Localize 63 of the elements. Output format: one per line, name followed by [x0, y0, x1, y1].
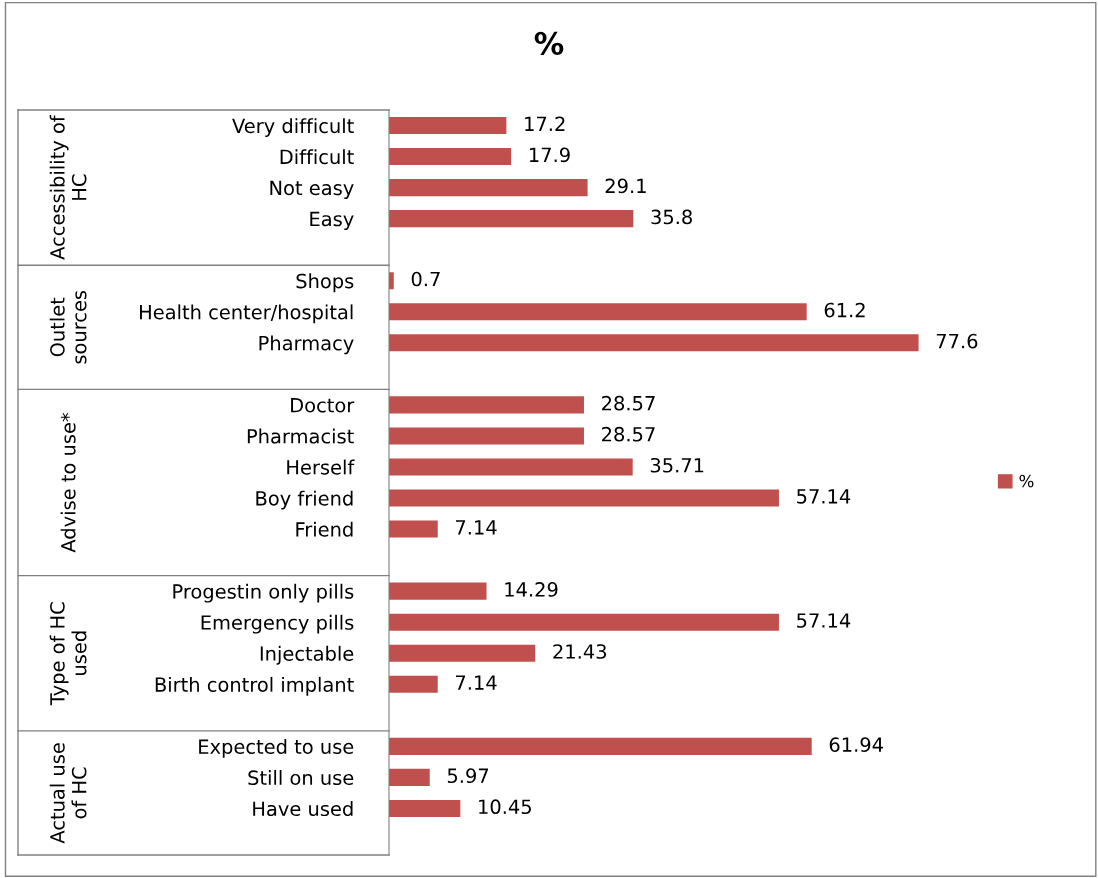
data-label: 28.57: [602, 395, 655, 411]
bar: [389, 768, 430, 786]
data-label: 5.97: [447, 768, 489, 784]
bar: [389, 179, 588, 197]
chart-title: %: [534, 31, 564, 55]
data-label: 14.29: [505, 582, 558, 597]
data-label: 77.6: [936, 333, 978, 349]
y-tick-label: Not easy: [270, 180, 354, 200]
y-tick-label: Herself: [287, 459, 355, 475]
y-tick-label: Health center/hospital: [140, 304, 353, 324]
data-label: 17.2: [525, 116, 565, 131]
y-tick-label: Doctor: [291, 398, 355, 413]
y-tick-label: Birth control implant: [155, 676, 354, 696]
data-label: 10.45: [479, 799, 531, 815]
y-tick-label: Friend: [296, 521, 353, 537]
y-tick-label: Still on use: [248, 770, 354, 786]
text: Advise to use*: [60, 412, 76, 553]
bar: [389, 427, 584, 445]
bar: [389, 520, 438, 538]
data-label: 35.71: [650, 457, 704, 473]
bar: [389, 116, 507, 135]
y-tick-label: Expected to use: [199, 738, 354, 758]
data-label: 7.14: [455, 675, 497, 690]
bar: [389, 675, 438, 693]
y-tick-label: Emergency pills: [201, 614, 354, 634]
text: Type of HC used: [49, 602, 87, 706]
data-label: 61.2: [824, 302, 865, 318]
bar: [389, 396, 584, 414]
data-label: 28.57: [602, 426, 655, 442]
y-tick-label: Pharmacy: [259, 335, 354, 355]
data-label: 7.14: [455, 520, 497, 535]
bar: [389, 644, 536, 662]
data-label: 57.14: [797, 489, 851, 504]
data-label: 0.7: [411, 271, 440, 287]
y-tick-label: Injectable: [260, 645, 354, 665]
text: Actual use of HC: [49, 743, 87, 844]
bar: [389, 613, 779, 631]
bar: [389, 458, 633, 476]
y-tick-label: Difficult: [280, 149, 354, 165]
bar: [389, 582, 487, 600]
bar: [389, 148, 512, 166]
y-tick-label: Boy friend: [256, 490, 353, 510]
bar: [389, 210, 634, 228]
y-tick-label: Very difficult: [232, 118, 354, 137]
text: Accessibility of HC: [49, 114, 87, 260]
data-label: 29.1: [605, 178, 646, 194]
text: Outlet sources: [49, 290, 87, 364]
y-tick-label: Shops: [296, 273, 354, 293]
data-label: 57.14: [797, 613, 851, 628]
y-tick-label: Have used: [253, 801, 353, 817]
y-tick-label: Progestin only pills: [173, 583, 354, 603]
bar: [389, 799, 461, 817]
bar: [389, 489, 779, 507]
y-tick-label: Pharmacist: [247, 428, 354, 444]
bar: [389, 303, 807, 321]
data-label: 61.94: [829, 737, 883, 752]
legend-label: %: [1019, 474, 1034, 488]
data-label: 17.9: [529, 147, 570, 163]
bar: [389, 737, 812, 755]
y-tick-label: Easy: [310, 211, 354, 231]
data-label: 21.43: [553, 644, 607, 659]
bar: [389, 334, 919, 352]
data-label: 35.8: [651, 209, 692, 225]
